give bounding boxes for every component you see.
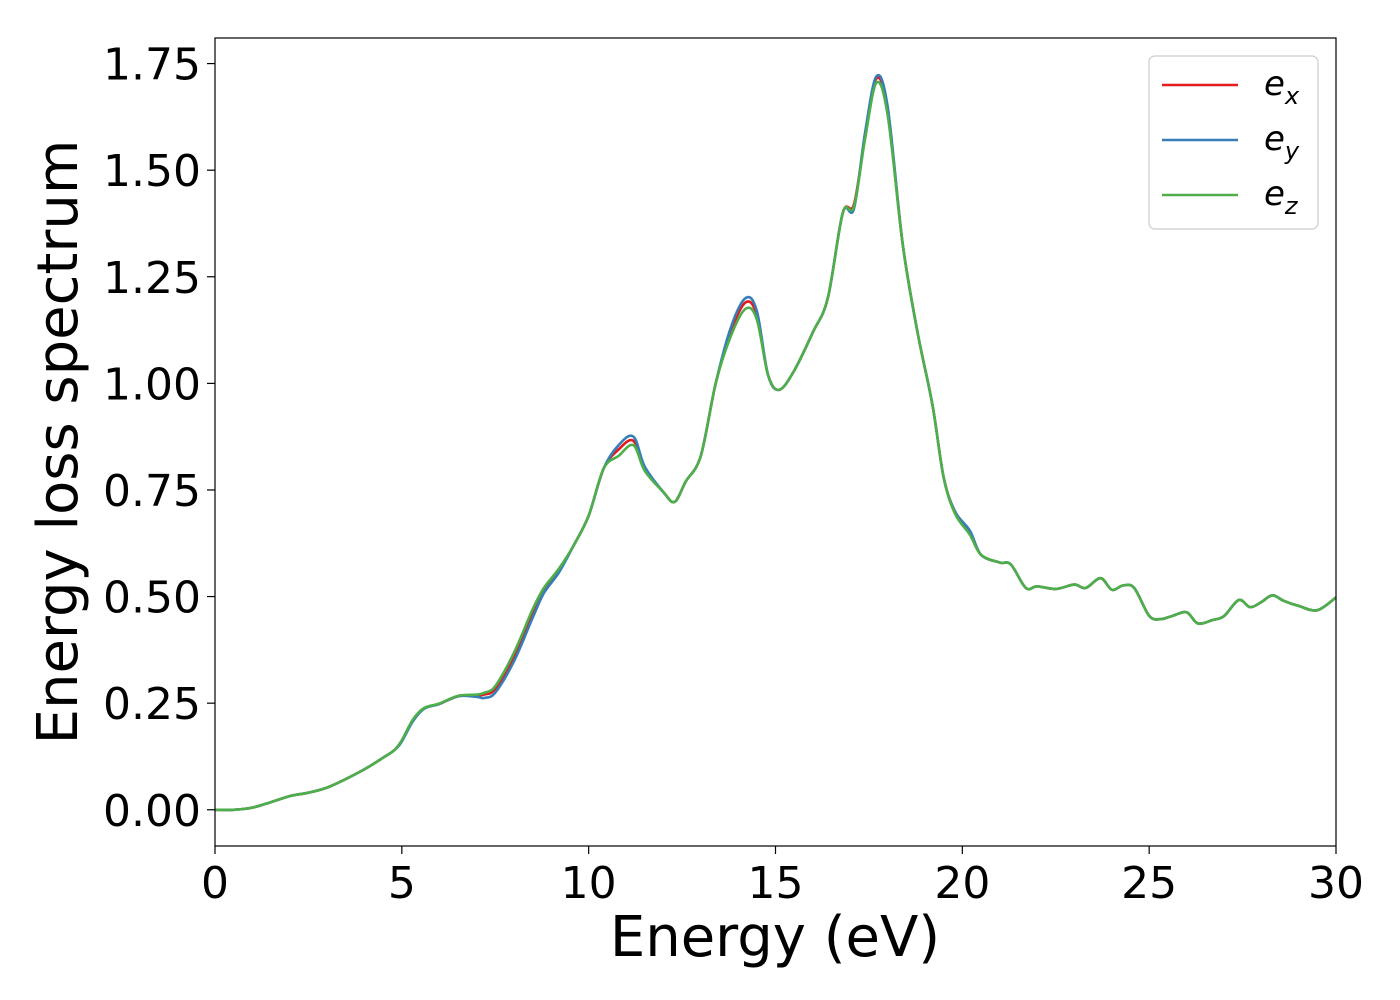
legend-label-ey: ey <box>1264 119 1300 165</box>
series-line-ez <box>214 80 1337 812</box>
x-tick-label: 30 <box>1308 858 1364 909</box>
y-axis-ticks: 0.00 0.25 0.50 0.75 1.00 1.25 1.50 1.75 <box>103 40 215 837</box>
x-tick-label: 5 <box>388 858 416 909</box>
series-layer <box>214 74 1337 812</box>
y-tick-label: 0.50 <box>103 573 201 624</box>
x-axis-ticks: 0 5 10 15 20 25 30 <box>201 846 1364 909</box>
x-tick-label: 25 <box>1121 858 1177 909</box>
legend-label-ex: ex <box>1264 64 1300 110</box>
y-tick-label: 1.50 <box>103 146 201 197</box>
legend-box <box>1148 55 1319 230</box>
y-tick-label: 0.25 <box>103 679 201 730</box>
y-axis-label: Energy loss spectrum <box>26 140 91 745</box>
y-tick-label: 1.00 <box>103 359 201 410</box>
legend-label-ez: ez <box>1264 174 1299 220</box>
y-tick-label: 1.25 <box>103 253 201 304</box>
y-tick-label: 0.00 <box>103 786 201 837</box>
x-tick-label: 10 <box>561 858 617 909</box>
y-tick-label: 0.75 <box>103 466 201 517</box>
y-tick-label: 1.75 <box>103 40 201 91</box>
x-tick-label: 20 <box>934 858 990 909</box>
x-tick-label: 15 <box>748 858 804 909</box>
x-tick-label: 0 <box>201 858 229 909</box>
x-axis-label: Energy (eV) <box>610 905 940 970</box>
legend: ex ey ez <box>1148 55 1319 230</box>
